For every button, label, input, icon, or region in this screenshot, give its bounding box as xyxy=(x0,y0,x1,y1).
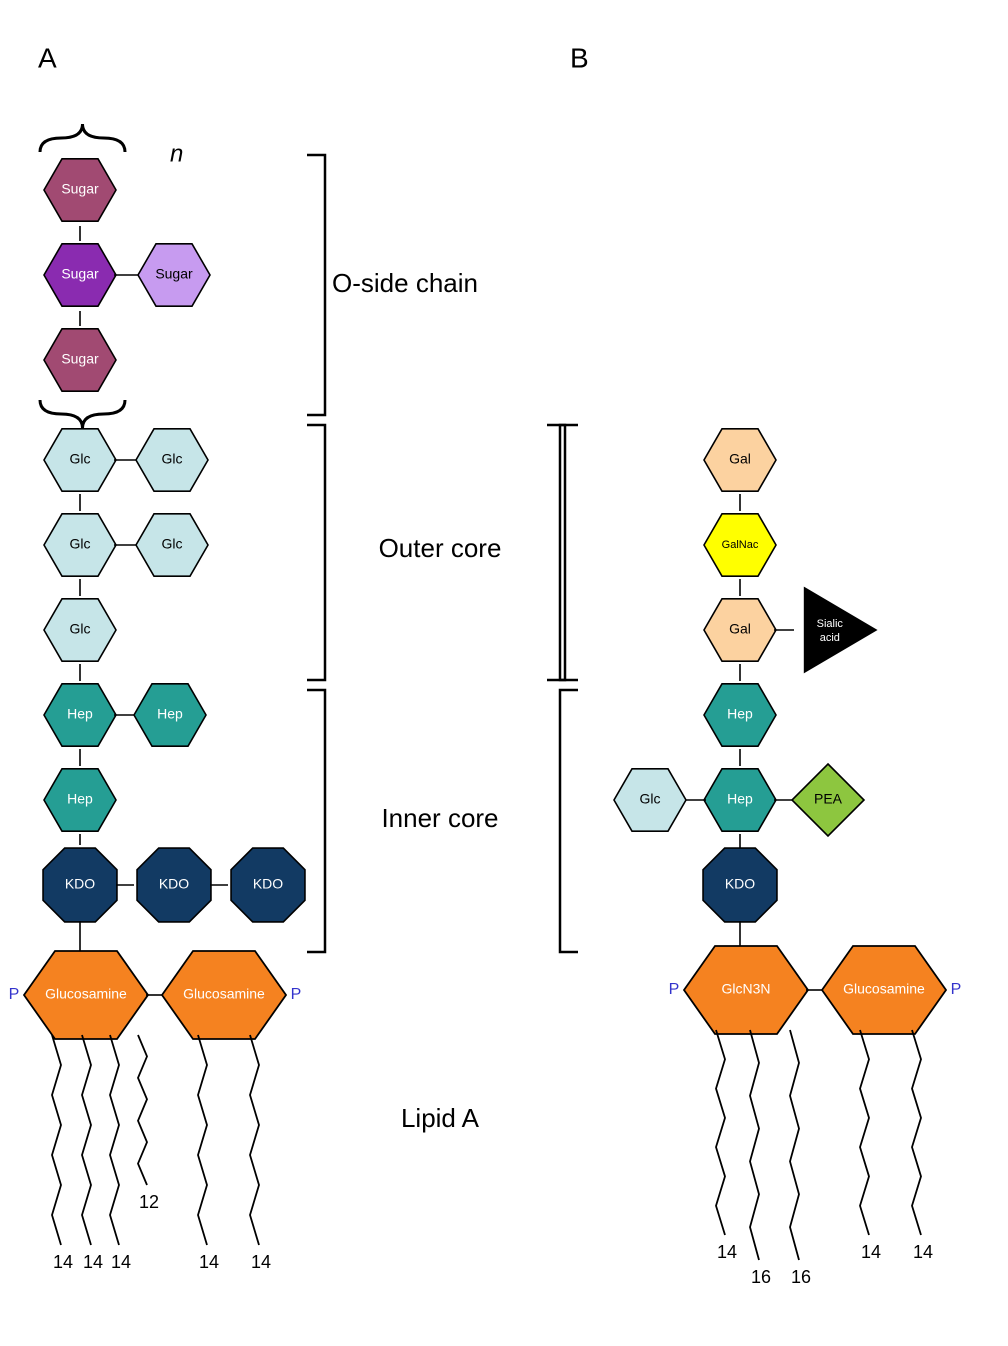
svg-text:14: 14 xyxy=(83,1252,103,1272)
svg-text:PEA: PEA xyxy=(814,791,843,807)
svg-text:A: A xyxy=(38,42,57,73)
acyl-chain xyxy=(250,1035,259,1245)
svg-text:Sialic: Sialic xyxy=(817,618,844,630)
svg-text:Glc: Glc xyxy=(162,536,183,552)
svg-text:14: 14 xyxy=(53,1252,73,1272)
svg-text:GlcN3N: GlcN3N xyxy=(721,981,770,997)
svg-text:GalNac: GalNac xyxy=(722,539,759,551)
svg-text:Glucosamine: Glucosamine xyxy=(45,986,127,1002)
svg-text:Glc: Glc xyxy=(70,621,91,637)
acyl-chain xyxy=(860,1030,869,1235)
svg-text:KDO: KDO xyxy=(725,876,755,892)
acyl-chain xyxy=(138,1035,147,1185)
acyl-chain xyxy=(110,1035,119,1245)
svg-text:n: n xyxy=(170,140,183,167)
svg-text:Glucosamine: Glucosamine xyxy=(183,986,265,1002)
svg-text:14: 14 xyxy=(717,1242,737,1262)
acyl-chain xyxy=(750,1030,759,1260)
region-bracket xyxy=(307,425,325,680)
acyl-chain xyxy=(716,1030,725,1235)
svg-text:Hep: Hep xyxy=(67,706,93,722)
svg-text:Outer core: Outer core xyxy=(379,533,502,563)
svg-text:Gal: Gal xyxy=(729,621,751,637)
svg-text:Glc: Glc xyxy=(162,451,183,467)
svg-text:Glc: Glc xyxy=(70,536,91,552)
svg-text:Gal: Gal xyxy=(729,451,751,467)
region-bracket xyxy=(560,425,578,680)
svg-text:Sugar: Sugar xyxy=(61,266,99,282)
svg-text:14: 14 xyxy=(861,1242,881,1262)
svg-text:Inner core: Inner core xyxy=(381,803,498,833)
region-bracket xyxy=(307,690,325,952)
svg-text:KDO: KDO xyxy=(253,876,283,892)
svg-text:P: P xyxy=(669,981,680,998)
svg-text:Glc: Glc xyxy=(70,451,91,467)
svg-text:Sugar: Sugar xyxy=(61,351,99,367)
region-bracket xyxy=(307,155,325,415)
svg-text:14: 14 xyxy=(251,1252,271,1272)
svg-text:KDO: KDO xyxy=(159,876,189,892)
svg-text:acid: acid xyxy=(820,632,840,644)
svg-text:O-side chain: O-side chain xyxy=(332,268,478,298)
svg-text:12: 12 xyxy=(139,1192,159,1212)
svg-text:B: B xyxy=(570,42,589,73)
region-bracket xyxy=(547,425,565,680)
lps-diagram: A B O-side chain Outer core Inner core Lipid … xyxy=(0,0,1008,1346)
svg-text:16: 16 xyxy=(751,1267,771,1287)
svg-text:Hep: Hep xyxy=(157,706,183,722)
svg-text:P: P xyxy=(951,981,962,998)
svg-text:Glucosamine: Glucosamine xyxy=(843,981,925,997)
curly-brace xyxy=(40,124,125,152)
svg-text:KDO: KDO xyxy=(65,876,95,892)
acyl-chain xyxy=(912,1030,921,1235)
curly-brace xyxy=(40,400,125,428)
svg-text:14: 14 xyxy=(199,1252,219,1272)
svg-text:Lipid A: Lipid A xyxy=(401,1103,480,1133)
region-bracket xyxy=(560,690,578,952)
svg-text:16: 16 xyxy=(791,1267,811,1287)
svg-text:14: 14 xyxy=(913,1242,933,1262)
sialic-triangle xyxy=(805,588,876,672)
svg-text:Hep: Hep xyxy=(727,706,753,722)
acyl-chain xyxy=(790,1030,799,1260)
svg-text:Hep: Hep xyxy=(67,791,93,807)
svg-text:P: P xyxy=(9,986,20,1003)
svg-text:Glc: Glc xyxy=(640,791,661,807)
svg-text:14: 14 xyxy=(111,1252,131,1272)
acyl-chain xyxy=(52,1035,61,1245)
svg-text:P: P xyxy=(291,986,302,1003)
svg-text:Sugar: Sugar xyxy=(155,266,193,282)
svg-text:Sugar: Sugar xyxy=(61,181,99,197)
acyl-chain xyxy=(198,1035,207,1245)
acyl-chain xyxy=(82,1035,91,1245)
svg-text:Hep: Hep xyxy=(727,791,753,807)
